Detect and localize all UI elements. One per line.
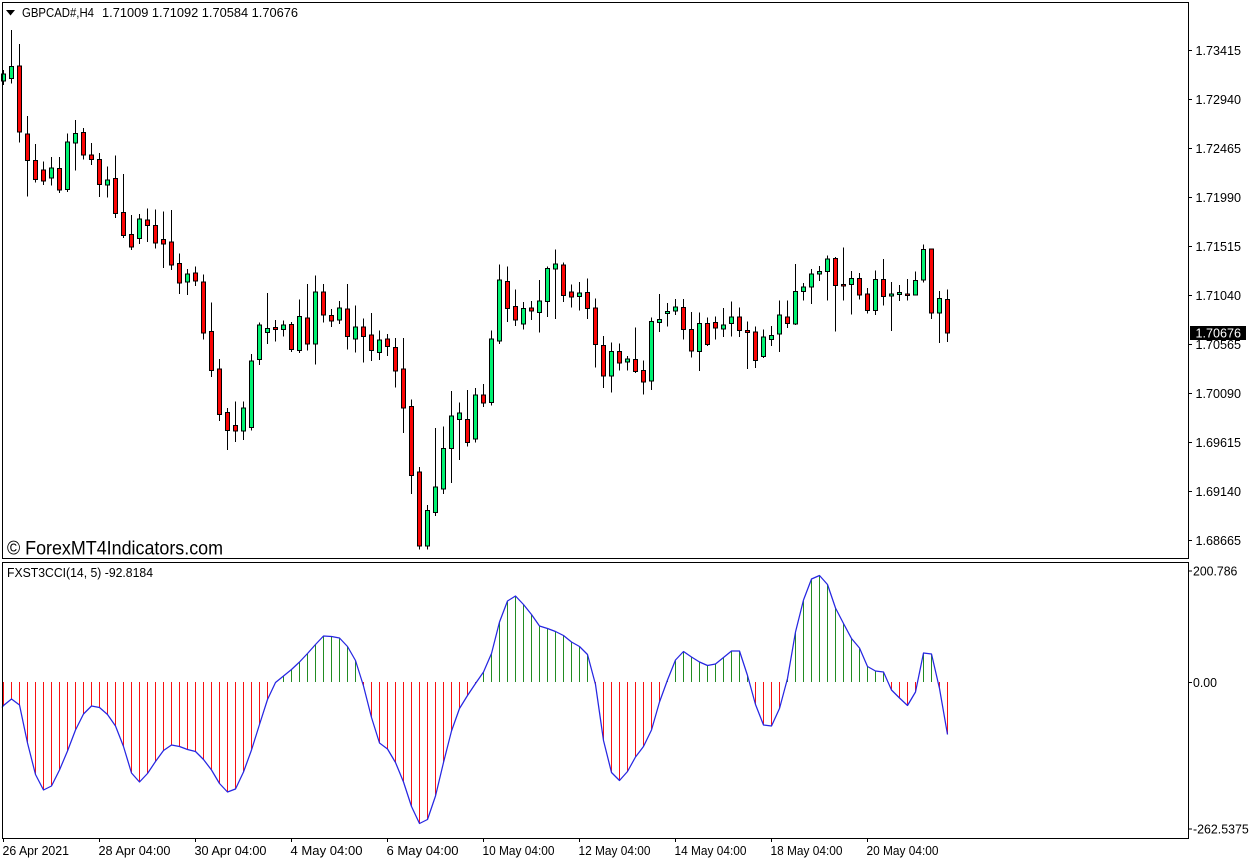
svg-text:30 Apr 04:00: 30 Apr 04:00 (195, 843, 267, 858)
svg-text:© ForexMT4Indicators.com: © ForexMT4Indicators.com (7, 539, 223, 560)
svg-text:28 Apr 04:00: 28 Apr 04:00 (99, 843, 171, 858)
svg-text:12 May 04:00: 12 May 04:00 (579, 843, 651, 858)
svg-text:1.72940: 1.72940 (1196, 92, 1242, 107)
svg-text:1.73415: 1.73415 (1196, 43, 1242, 58)
svg-text:1.69140: 1.69140 (1196, 484, 1242, 499)
svg-text:GBPCAD#,H4: GBPCAD#,H4 (22, 5, 94, 20)
svg-text:1.68665: 1.68665 (1196, 533, 1242, 548)
svg-text:6 May 04:00: 6 May 04:00 (387, 843, 459, 858)
svg-text:FXST3CCI(14, 5) -92.8184: FXST3CCI(14, 5) -92.8184 (7, 565, 153, 580)
svg-text:14 May 04:00: 14 May 04:00 (675, 843, 747, 858)
svg-text:1.71515: 1.71515 (1196, 239, 1242, 254)
svg-text:200.786: 200.786 (1193, 564, 1237, 579)
svg-text:1.70565: 1.70565 (1196, 337, 1242, 352)
svg-text:26 Apr 2021: 26 Apr 2021 (3, 843, 70, 858)
svg-text:1.72465: 1.72465 (1196, 141, 1242, 156)
svg-text:1.69615: 1.69615 (1196, 435, 1242, 450)
svg-text:20 May 04:00: 20 May 04:00 (867, 843, 939, 858)
svg-text:1.70676: 1.70676 (1196, 326, 1242, 341)
svg-text:1.71990: 1.71990 (1196, 190, 1242, 205)
svg-text:1.70090: 1.70090 (1196, 386, 1242, 401)
svg-text:-262.5375: -262.5375 (1193, 822, 1249, 837)
svg-text:1.71040: 1.71040 (1196, 288, 1242, 303)
svg-text:0.00: 0.00 (1193, 675, 1217, 690)
svg-text:4 May 04:00: 4 May 04:00 (291, 843, 363, 858)
svg-text:1.71009 1.71092 1.70584 1.7067: 1.71009 1.71092 1.70584 1.70676 (102, 5, 298, 20)
svg-text:10 May 04:00: 10 May 04:00 (483, 843, 555, 858)
svg-text:18 May 04:00: 18 May 04:00 (771, 843, 843, 858)
